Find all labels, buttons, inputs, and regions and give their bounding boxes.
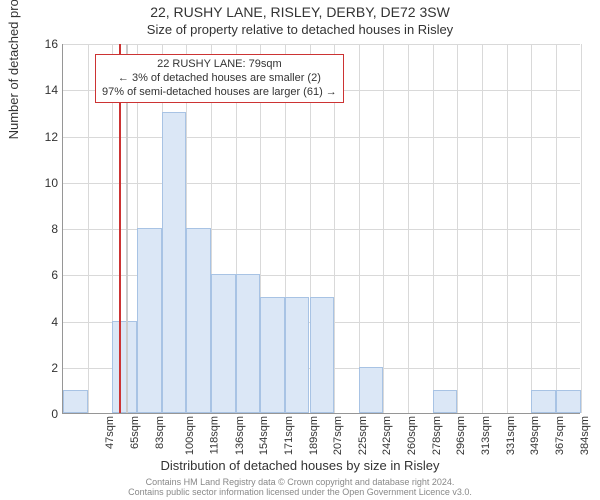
- gridline-v: [359, 44, 360, 413]
- histogram-bar: [556, 390, 581, 413]
- histogram-bar: [137, 228, 162, 413]
- footer-line1: Contains HM Land Registry data © Crown c…: [146, 477, 455, 487]
- gridline-v: [383, 44, 384, 413]
- plot-area: 22 RUSHY LANE: 79sqm← 3% of detached hou…: [62, 44, 580, 414]
- y-tick-label: 10: [28, 176, 58, 190]
- y-tick-label: 16: [28, 37, 58, 51]
- gridline-v: [507, 44, 508, 413]
- x-tick-label: 136sqm: [234, 416, 246, 455]
- histogram-bar: [162, 112, 187, 413]
- histogram-bar: [531, 390, 556, 413]
- y-tick-label: 8: [28, 222, 58, 236]
- x-tick-label: 118sqm: [208, 416, 220, 454]
- gridline-v: [433, 44, 434, 413]
- histogram-bar: [211, 274, 236, 413]
- histogram-bar: [433, 390, 458, 413]
- x-tick-label: 384sqm: [579, 416, 591, 455]
- gridline-v: [556, 44, 557, 413]
- y-tick-label: 6: [28, 268, 58, 282]
- histogram-bar: [285, 297, 310, 413]
- y-tick-label: 4: [28, 315, 58, 329]
- callout-line: 22 RUSHY LANE: 79sqm: [102, 58, 337, 72]
- gridline-v: [88, 44, 89, 413]
- histogram-bar: [63, 390, 88, 413]
- y-tick-label: 2: [28, 361, 58, 375]
- chart-title-line2: Size of property relative to detached ho…: [0, 22, 600, 37]
- x-tick-label: 242sqm: [382, 416, 394, 455]
- histogram-bar: [236, 274, 261, 413]
- x-tick-label: 207sqm: [332, 416, 344, 455]
- gridline-v: [408, 44, 409, 413]
- callout-line: 97% of semi-detached houses are larger (…: [102, 86, 337, 100]
- gridline-v: [482, 44, 483, 413]
- x-tick-label: 225sqm: [357, 416, 369, 455]
- histogram-bar: [260, 297, 285, 413]
- callout-line: ← 3% of detached houses are smaller (2): [102, 72, 337, 86]
- x-tick-label: 189sqm: [308, 416, 320, 455]
- y-tick-label: 0: [28, 407, 58, 421]
- footer-line2: Contains public sector information licen…: [128, 487, 472, 497]
- histogram-bar: [359, 367, 384, 413]
- gridline-h: [63, 44, 580, 45]
- x-tick-label: 100sqm: [184, 416, 196, 455]
- histogram-bar: [310, 297, 335, 413]
- histogram-bar: [186, 228, 211, 413]
- x-axis-label: Distribution of detached houses by size …: [0, 458, 600, 473]
- y-axis-label: Number of detached properties: [6, 0, 21, 139]
- x-tick-label: 367sqm: [554, 416, 566, 455]
- x-tick-label: 278sqm: [431, 416, 443, 455]
- y-tick-label: 12: [28, 130, 58, 144]
- histogram-bar: [112, 321, 137, 414]
- gridline-h: [63, 183, 580, 184]
- y-tick-label: 14: [28, 83, 58, 97]
- callout-box: 22 RUSHY LANE: 79sqm← 3% of detached hou…: [95, 54, 344, 103]
- chart-title-line1: 22, RUSHY LANE, RISLEY, DERBY, DE72 3SW: [0, 4, 600, 20]
- x-tick-label: 154sqm: [258, 416, 270, 455]
- gridline-v: [581, 44, 582, 413]
- x-tick-label: 83sqm: [154, 416, 166, 449]
- gridline-v: [531, 44, 532, 413]
- x-tick-label: 260sqm: [406, 416, 418, 455]
- x-tick-label: 65sqm: [129, 416, 141, 449]
- x-tick-label: 349sqm: [530, 416, 542, 455]
- x-tick-label: 47sqm: [104, 416, 116, 449]
- x-tick-label: 171sqm: [283, 416, 295, 455]
- x-tick-label: 331sqm: [505, 416, 517, 455]
- footer-attribution: Contains HM Land Registry data © Crown c…: [0, 478, 600, 498]
- x-tick-label: 313sqm: [480, 416, 492, 455]
- x-tick-label: 296sqm: [456, 416, 468, 455]
- gridline-v: [457, 44, 458, 413]
- gridline-h: [63, 137, 580, 138]
